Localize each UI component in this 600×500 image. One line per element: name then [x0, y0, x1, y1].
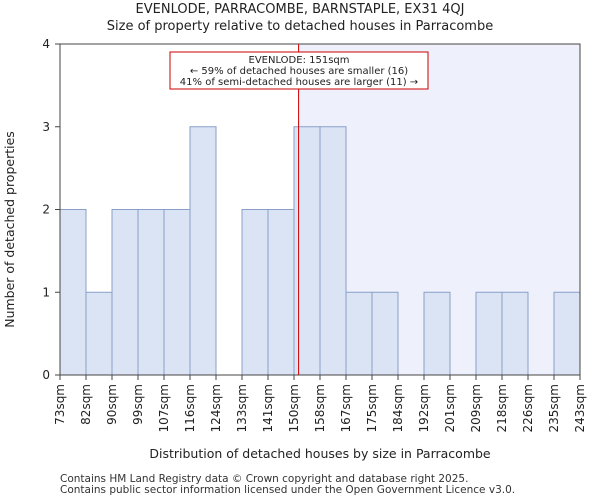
x-tick-label-184sqm: 184sqm: [391, 384, 405, 432]
bar-90sqm: [111, 209, 139, 376]
x-tick-label-243sqm: 243sqm: [573, 384, 587, 432]
x-axis-label: Distribution of detached houses by size …: [149, 446, 491, 461]
chart-title: EVENLODE, PARRACOMBE, BARNSTAPLE, EX31 4…: [135, 2, 465, 17]
annotation-line-3: 41% of semi-detached houses are larger (…: [180, 77, 418, 88]
bar-150sqm: [293, 126, 321, 376]
bar-167sqm: [345, 291, 373, 376]
chart-subtitle: Size of property relative to detached ho…: [106, 19, 494, 34]
x-tick-label-107sqm: 107sqm: [157, 384, 171, 432]
x-tick-label-209sqm: 209sqm: [469, 384, 483, 432]
y-tick-label-4: 4: [42, 37, 50, 51]
footer-copyright: Contains HM Land Registry data © Crown c…: [60, 473, 469, 485]
bar-158sqm: [319, 126, 347, 376]
chart-area: 0 1 2 3 4 73sqm 82sqm 90sqm 99sqm 107sqm 116sqm 124…: [2, 37, 587, 461]
bar-107sqm: [163, 209, 191, 376]
bar-73sqm: [59, 209, 87, 376]
bar-82sqm: [85, 291, 113, 376]
footer-licence: Contains public sector information licen…: [60, 484, 516, 496]
bar-192sqm: [423, 291, 451, 376]
annotation-line-2: ← 59% of detached houses are smaller (16…: [190, 66, 408, 77]
bar-209sqm: [475, 291, 503, 376]
annotation-line-1: EVENLODE: 151sqm: [249, 55, 350, 66]
x-tick-label-141sqm: 141sqm: [261, 384, 275, 432]
y-tick-label-2: 2: [42, 203, 50, 217]
y-tick-label-0: 0: [42, 368, 50, 382]
y-tick-label-3: 3: [42, 120, 50, 134]
bar-218sqm: [501, 291, 529, 376]
annotation-box: [169, 51, 429, 90]
x-tick-label-226sqm: 226sqm: [521, 384, 535, 432]
x-tick-label-192sqm: 192sqm: [417, 384, 431, 432]
x-tick-label-175sqm: 175sqm: [365, 384, 379, 432]
y-tick-label-1: 1: [42, 285, 50, 299]
x-tick-label-133sqm: 133sqm: [235, 384, 249, 432]
x-tick-label-218sqm: 218sqm: [495, 384, 509, 432]
x-tick-label-201sqm: 201sqm: [443, 384, 457, 432]
x-tick-label-90sqm: 90sqm: [105, 384, 119, 425]
y-axis-label: Number of detached properties: [2, 131, 17, 328]
bar-133sqm: [241, 209, 269, 376]
x-tick-label-167sqm: 167sqm: [339, 384, 353, 432]
bar-116sqm: [189, 126, 217, 376]
x-tick-label-116sqm: 116sqm: [183, 384, 197, 432]
x-tick-label-150sqm: 150sqm: [287, 384, 301, 432]
x-tick-label-124sqm: 124sqm: [209, 384, 223, 432]
bar-141sqm: [267, 209, 295, 376]
bar-175sqm: [371, 291, 399, 376]
bar-235sqm: [553, 291, 581, 376]
x-tick-label-99sqm: 99sqm: [131, 384, 145, 425]
x-tick-label-235sqm: 235sqm: [547, 384, 561, 432]
x-tick-label-158sqm: 158sqm: [313, 384, 327, 432]
bar-99sqm: [137, 209, 165, 376]
x-tick-label-73sqm: 73sqm: [53, 384, 67, 425]
x-tick-label-82sqm: 82sqm: [79, 384, 93, 425]
